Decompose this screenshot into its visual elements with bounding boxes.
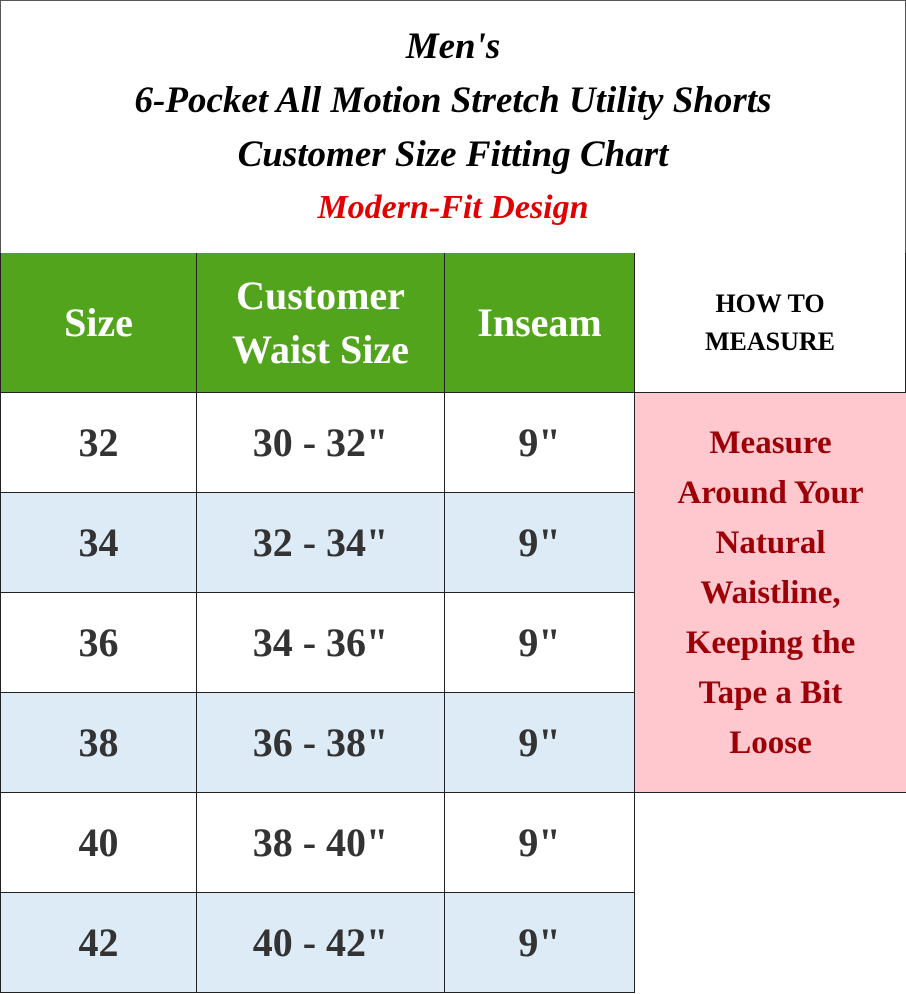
cell-waist: 34 - 36" [197, 593, 445, 693]
cell-size: 36 [0, 593, 197, 693]
title-line-2: 6-Pocket All Motion Stretch Utility Shor… [134, 80, 772, 121]
instructions-text: Measure Around Your Natural Waistline, K… [677, 424, 864, 761]
measure-instructions: Measure Around Your Natural Waistline, K… [635, 393, 906, 793]
title-line-3: Customer Size Fitting Chart [237, 134, 669, 175]
cell-inseam: 9" [445, 693, 635, 793]
header-waist-line-1: Customer [236, 272, 405, 318]
cell-size: 34 [0, 493, 197, 593]
how-line-2: MEASURE [704, 326, 835, 356]
cell-inseam: 9" [445, 593, 635, 693]
cell-waist: 30 - 32" [197, 393, 445, 493]
title-line-1: Men's [405, 26, 501, 67]
cell-inseam: 9" [445, 893, 635, 993]
cell-waist: 38 - 40" [197, 793, 445, 893]
header-inseam: Inseam [445, 253, 635, 393]
cell-size: 32 [0, 393, 197, 493]
chart-title: Men's 6-Pocket All Motion Stretch Utilit… [0, 0, 906, 254]
cell-waist: 32 - 34" [197, 493, 445, 593]
cell-waist: 40 - 42" [197, 893, 445, 993]
header-how-to-measure: HOW TO MEASURE [635, 253, 906, 393]
cell-size: 38 [0, 693, 197, 793]
cell-inseam: 9" [445, 793, 635, 893]
cell-inseam: 9" [445, 393, 635, 493]
cell-inseam: 9" [445, 493, 635, 593]
header-size: Size [0, 253, 197, 393]
how-line-1: HOW TO [715, 288, 825, 318]
header-waist: Customer Waist Size [197, 253, 445, 393]
cell-size: 40 [0, 793, 197, 893]
cell-size: 42 [0, 893, 197, 993]
cell-waist: 36 - 38" [197, 693, 445, 793]
header-waist-line-2: Waist Size [232, 326, 409, 372]
subtitle: Modern-Fit Design [317, 189, 589, 226]
